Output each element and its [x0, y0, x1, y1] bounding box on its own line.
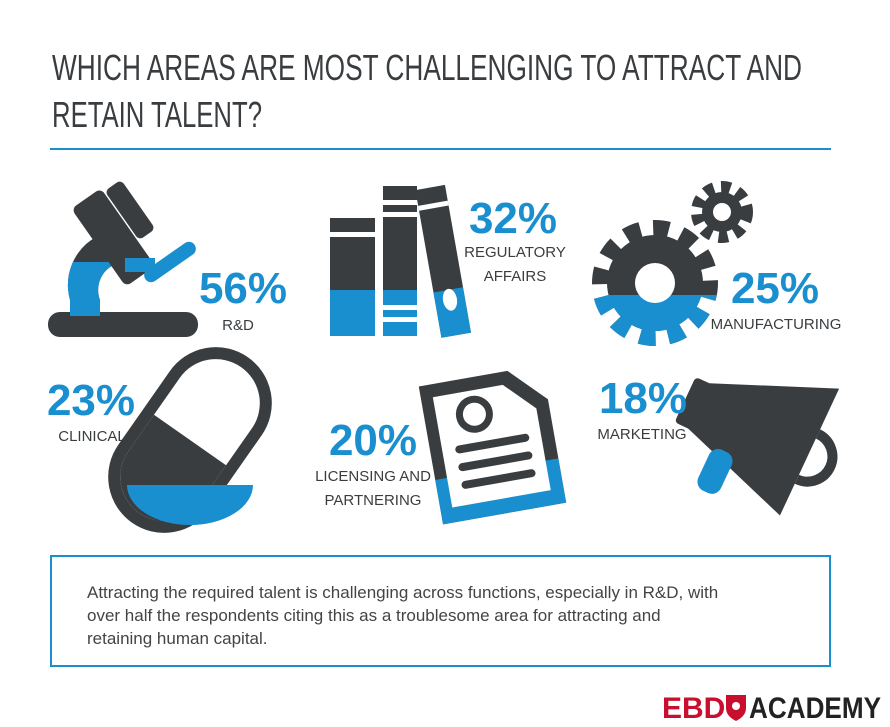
books-icon	[330, 184, 471, 338]
category-label: LICENSING AND	[315, 468, 431, 485]
percent: 25%	[731, 264, 819, 313]
pill-icon	[108, 347, 272, 533]
document-icon	[418, 370, 567, 525]
megaphone-icon	[675, 378, 840, 516]
category-label: MANUFACTURING	[711, 316, 842, 333]
percent: 20%	[329, 416, 417, 465]
note-line: over half the respondents citing this as…	[87, 606, 661, 625]
logo-mark	[732, 702, 740, 710]
title-line: RETAIN TALENT?	[52, 94, 262, 135]
percent: 18%	[599, 374, 687, 423]
category-label: AFFAIRS	[484, 268, 547, 285]
percent: 32%	[469, 194, 557, 243]
category-label: REGULATORY	[464, 244, 566, 261]
category-label: MARKETING	[597, 426, 686, 443]
logo-right: ACADEMY	[749, 692, 881, 725]
category-label: R&D	[222, 317, 254, 334]
percent: 23%	[47, 376, 135, 425]
gears-icon	[592, 181, 753, 346]
note-line: retaining human capital.	[87, 629, 268, 648]
category-label: PARTNERING	[325, 492, 422, 509]
percent: 56%	[199, 264, 287, 313]
category-label: CLINICAL	[58, 428, 126, 445]
note-line: Attracting the required talent is challe…	[87, 583, 718, 602]
microscope-icon	[48, 181, 198, 337]
note-box	[50, 555, 831, 667]
logo-left: EBD	[662, 692, 725, 725]
title-line: WHICH AREAS ARE MOST CHALLENGING TO ATTR…	[52, 47, 802, 88]
